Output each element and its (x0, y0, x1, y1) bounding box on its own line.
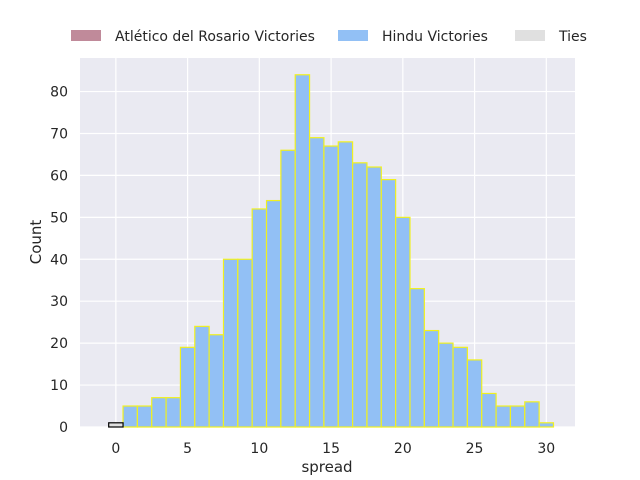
legend: Atlético del Rosario Victories Hindu Vict… (71, 29, 587, 45)
histogram-bar (538, 422, 555, 428)
histogram-bar (481, 392, 497, 428)
histogram-bar (524, 401, 540, 428)
histogram-bar (265, 199, 282, 428)
x-tick-label: 5 (183, 441, 192, 457)
histogram-bar (251, 208, 268, 428)
histogram-bar (366, 166, 382, 428)
legend-label: Atlético del Rosario Victories (115, 29, 315, 45)
x-tick-label: 25 (466, 441, 484, 457)
histogram-bar (237, 258, 253, 428)
histogram-bar (323, 145, 339, 428)
legend-swatch (71, 30, 101, 41)
x-tick-label: 0 (111, 441, 120, 457)
histogram-bar (438, 342, 454, 428)
histogram-bar (165, 397, 182, 428)
y-tick-label: 10 (50, 378, 68, 394)
y-tick-label: 40 (50, 252, 68, 268)
histogram-bar (122, 405, 138, 428)
histogram-bar (208, 334, 225, 428)
histogram-bar (495, 405, 512, 428)
histogram-bar (395, 216, 411, 428)
legend-label: Hindu Victories (382, 29, 488, 45)
y-tick-label: 20 (50, 336, 68, 352)
x-tick-label: 30 (537, 441, 555, 457)
legend-swatch (338, 30, 368, 41)
histogram-bar (466, 359, 483, 428)
histogram-bar (380, 179, 397, 428)
y-tick-label: 70 (50, 126, 68, 142)
x-tick-labels: 0 5 10 15 20 25 30 (111, 441, 555, 457)
histogram-bar (409, 288, 425, 428)
x-tick-label: 15 (322, 441, 340, 457)
histogram-bar (194, 325, 210, 428)
histogram-bar (108, 422, 124, 428)
histogram-bar (352, 162, 368, 428)
histogram-bar (452, 346, 468, 428)
x-axis-label: spread (301, 458, 352, 476)
legend-label: Ties (558, 29, 587, 45)
legend-swatch (515, 30, 545, 41)
y-tick-label: 60 (50, 168, 68, 184)
histogram-bar (179, 346, 196, 428)
y-tick-label: 50 (50, 210, 68, 226)
histogram-bar (423, 329, 440, 428)
y-axis-label: Count (27, 220, 45, 265)
y-tick-label: 30 (50, 294, 68, 310)
histogram-bar (337, 141, 354, 428)
y-tick-label: 80 (50, 85, 68, 101)
y-tick-labels: 0 10 20 30 40 50 60 70 80 (50, 85, 68, 436)
histogram-bar (222, 258, 239, 428)
histogram-bar (151, 397, 167, 428)
histogram-bar (280, 149, 296, 428)
histogram-bar (136, 405, 153, 428)
y-tick-label: 0 (59, 420, 68, 436)
x-tick-label: 20 (394, 441, 412, 457)
bars (108, 74, 555, 428)
histogram-bar (294, 74, 311, 428)
x-tick-label: 10 (250, 441, 268, 457)
histogram-bar (308, 137, 325, 428)
histogram-bar (509, 405, 526, 428)
